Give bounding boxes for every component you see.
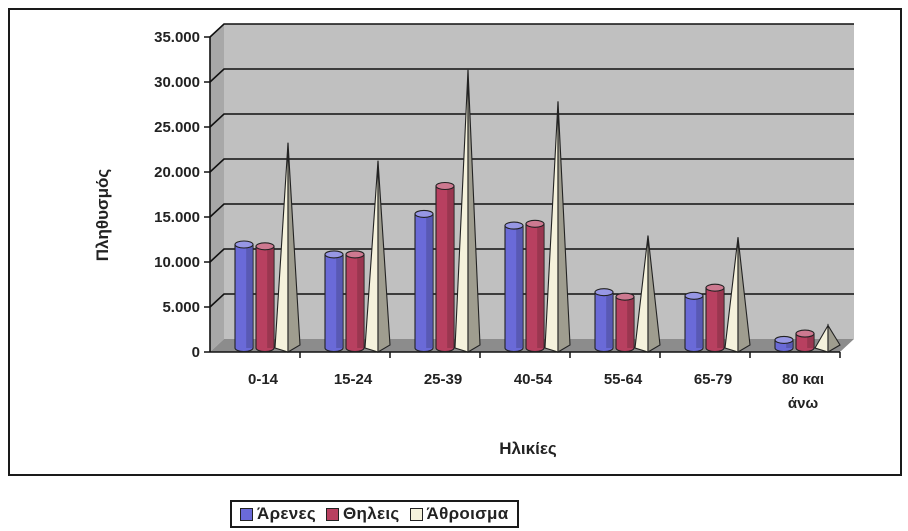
x-tick-label: άνω: [788, 395, 819, 412]
chart-svg: 0 5.000 10.000 15.000 20.000 25.000 30.000 35.0…: [93, 23, 854, 458]
bar-top: [594, 288, 614, 297]
legend-swatch-arenes: [240, 507, 253, 521]
bar-top: [774, 335, 794, 344]
wall-left: [210, 24, 224, 352]
bar-shade: [537, 223, 544, 348]
bar-shade: [336, 254, 343, 348]
bar-shade: [717, 287, 724, 348]
x-tick-label: 15-24: [334, 371, 373, 388]
x-axis-title: Ηλικίες: [499, 439, 557, 458]
gridline: [209, 158, 854, 173]
gridline: [209, 23, 854, 38]
bar-top: [504, 221, 524, 230]
y-tick-label: 0: [192, 344, 200, 361]
legend-item-thileis: Θηλεις: [326, 504, 400, 524]
pyramid-right-3: [557, 101, 571, 353]
gridline: [209, 113, 854, 128]
x-tick-label: 25-39: [424, 371, 462, 388]
bar-top: [705, 283, 725, 292]
x-tick-label: 0-14: [248, 371, 279, 388]
plot-area: 0 5.000 10.000 15.000 20.000 25.000 30.000 35.0…: [154, 23, 854, 412]
pyramid-right-4: [647, 235, 661, 353]
x-tick-label: 40-54: [514, 371, 553, 388]
pyramid-right-2: [467, 69, 481, 353]
chart-frame: 0 5.000 10.000 15.000 20.000 25.000 30.000 35.0…: [8, 8, 902, 476]
y-tick-label: 20.000: [154, 164, 200, 181]
bar-shade: [447, 186, 454, 348]
x-tick-label: 55-64: [604, 371, 643, 388]
bar-shade: [606, 292, 613, 348]
x-tick-label: 65-79: [694, 371, 732, 388]
pyramid-right-6: [827, 323, 841, 353]
gridline: [209, 203, 854, 218]
bar-shade: [786, 339, 793, 348]
y-tick-label: 5.000: [162, 299, 200, 316]
legend-label-thileis: Θηλεις: [343, 504, 400, 523]
bar-shade: [627, 296, 634, 348]
legend-swatch-athroisma: [409, 507, 423, 521]
bar-shade: [357, 254, 364, 348]
bar-top: [234, 240, 254, 249]
bar-shade: [516, 225, 523, 348]
pyramid-right-0: [287, 142, 301, 353]
y-tick-label: 25.000: [154, 119, 200, 136]
bar-top: [615, 292, 635, 301]
bar-top: [255, 242, 275, 251]
bar-shade: [267, 246, 274, 348]
legend-swatch-thileis: [326, 507, 340, 521]
bar-top: [684, 291, 704, 300]
pyramid-right-1: [377, 160, 391, 353]
y-tick-label: 35.000: [154, 29, 200, 46]
gridline: [209, 248, 854, 263]
y-tick-label: 15.000: [154, 209, 200, 226]
bar-top: [435, 181, 455, 191]
legend-item-arenes: Άρενες: [240, 504, 316, 524]
gridline: [209, 68, 854, 83]
bar-shade: [426, 213, 433, 348]
x-tick-label: 80 και: [782, 371, 824, 388]
y-tick-label: 10.000: [154, 254, 200, 271]
bar-shade: [246, 244, 253, 348]
pyramid-right-5: [737, 237, 751, 353]
bar-shade: [807, 333, 814, 348]
legend-item-athroisma: Άθροισμα: [409, 504, 509, 524]
bar-top: [345, 250, 365, 259]
bar-top: [324, 250, 344, 259]
bar-top: [414, 209, 434, 218]
bar-shade: [696, 295, 703, 348]
bar-top: [795, 329, 815, 338]
bar-top: [525, 219, 545, 228]
legend-label-arenes: Άρενες: [257, 504, 317, 523]
legend: Άρενες Θηλεις Άθροισμα: [230, 500, 519, 528]
y-axis-title: Πληθυσμός: [93, 169, 112, 262]
y-tick-label: 30.000: [154, 74, 200, 91]
legend-label-athroisma: Άθροισμα: [426, 504, 509, 523]
